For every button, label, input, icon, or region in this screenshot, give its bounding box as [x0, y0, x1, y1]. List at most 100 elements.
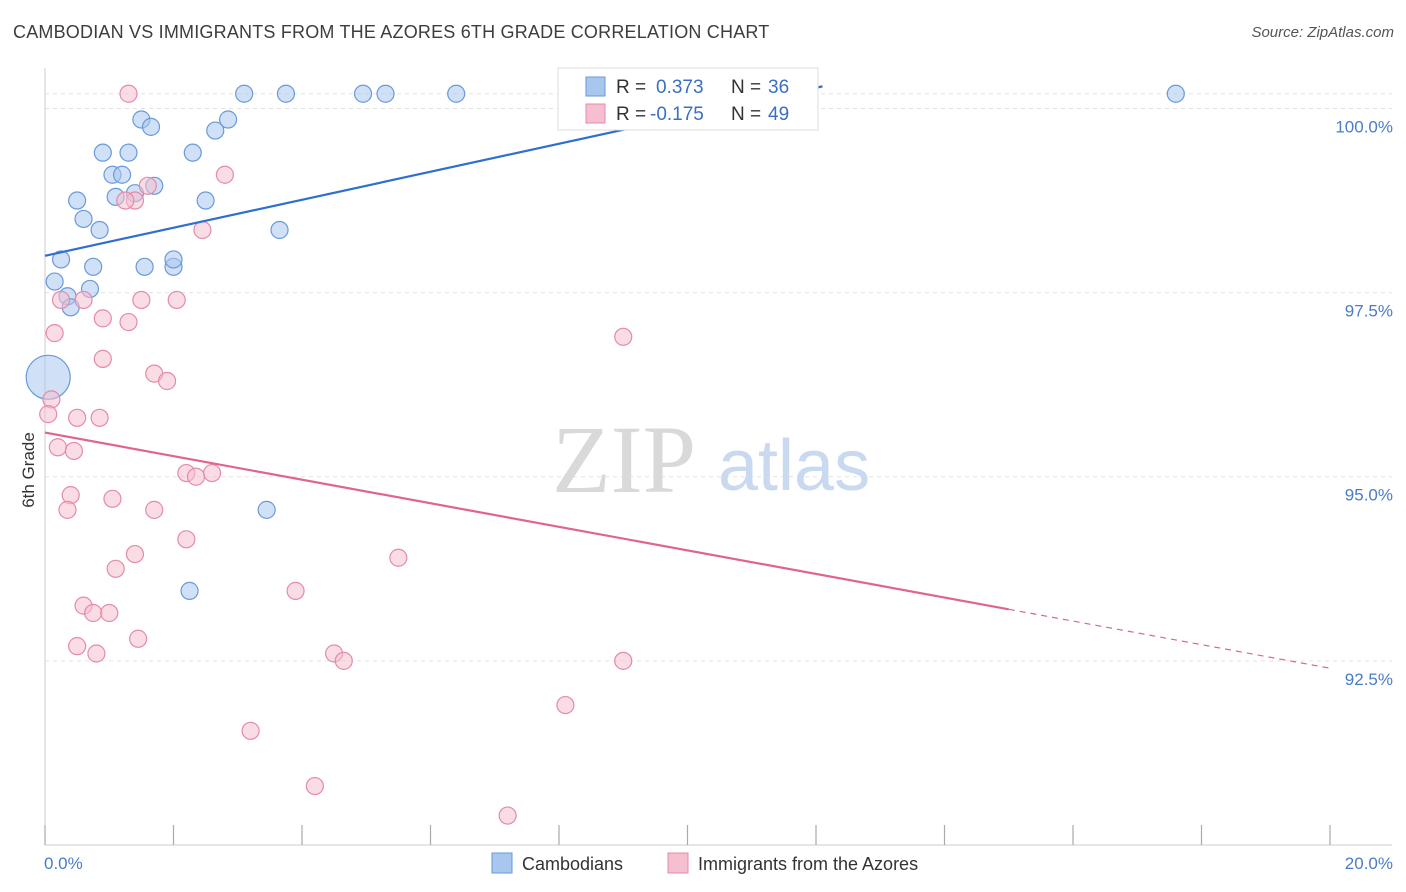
azores-point-13: [45, 324, 64, 343]
cambodians-point-2: [353, 84, 373, 103]
legend-r-label-1: R =: [616, 77, 646, 98]
cambodians-point-19: [196, 191, 215, 210]
cambodians-point-17: [68, 191, 87, 210]
azores-point-28: [103, 489, 122, 508]
azores-point-7: [51, 290, 71, 310]
azores-point-44: [614, 651, 633, 670]
azores-point-6: [193, 220, 212, 240]
cambodians-point-6: [1166, 84, 1185, 103]
y-tick-label-0: 100.0%: [1335, 117, 1393, 136]
cambodians-point-8: [141, 117, 161, 136]
cambodians-point-15: [112, 165, 132, 184]
y-axis-label: 6th Grade: [19, 432, 38, 508]
azores-point-5: [116, 191, 135, 210]
cambodians-point-10: [206, 121, 225, 140]
azores-point-32: [125, 544, 145, 564]
azores-point-30: [145, 500, 164, 519]
series-legend: Cambodians Immigrants from the Azores: [491, 852, 918, 874]
legend-swatch-pink: [585, 103, 606, 124]
trend-lines: [44, 85, 1331, 669]
azores-point-8: [74, 290, 93, 310]
azores-point-20: [68, 408, 87, 427]
cambodians-point-12: [119, 143, 138, 162]
cambodians-point-21: [74, 209, 93, 229]
x-tick-max: 20.0%: [1345, 854, 1393, 873]
azores-point-25: [202, 463, 222, 483]
azores-point-38: [100, 603, 119, 623]
cambodians-point-25: [84, 257, 103, 276]
watermark: ZIP atlas: [552, 406, 870, 513]
cambodians-point-34: [257, 500, 276, 519]
cambodians-point-4: [447, 84, 466, 103]
azores-point-18: [42, 390, 61, 409]
gridlines: [45, 93, 1392, 662]
trend-line-azores: [44, 431, 1009, 611]
y-tick-label-2: 95.0%: [1345, 486, 1393, 505]
series-azores: [39, 84, 761, 825]
azores-point-26: [186, 467, 206, 486]
azores-point-35: [286, 581, 305, 600]
cambodians-point-0: [235, 84, 254, 103]
cambodians-point-24: [51, 250, 71, 269]
azores-point-22: [48, 438, 67, 457]
azores-point-17: [157, 371, 177, 391]
cambodians-point-3: [376, 84, 395, 103]
azores-point-29: [58, 500, 77, 519]
azores-point-2: [215, 165, 234, 184]
azores-point-12: [119, 312, 138, 332]
x-tick-min: 0.0%: [44, 854, 83, 873]
azores-point-11: [93, 309, 112, 328]
azores-point-21: [90, 408, 109, 427]
bottom-legend-label-cambodians: Cambodians: [522, 854, 623, 874]
legend-r-value-2: -0.175: [650, 104, 704, 125]
azores-point-39: [129, 629, 148, 648]
legend-n-value-1: 36: [768, 77, 789, 98]
cambodians-point-26: [135, 257, 154, 276]
azores-point-47: [305, 776, 324, 796]
azores-point-23: [64, 441, 84, 461]
azores-point-14: [614, 327, 633, 346]
y-tick-label-1: 97.5%: [1345, 302, 1393, 321]
azores-point-0: [119, 84, 138, 103]
y-tick-label-3: 92.5%: [1345, 670, 1393, 689]
series-cambodians: [25, 84, 1185, 600]
watermark-zip: ZIP: [552, 406, 696, 513]
source-label: Source: ZipAtlas.com: [1251, 24, 1394, 41]
azores-point-43: [334, 651, 353, 670]
azores-point-3: [138, 176, 157, 195]
legend-swatch-blue: [585, 76, 606, 97]
azores-point-46: [241, 721, 260, 740]
azores-point-40: [68, 637, 87, 656]
bottom-legend-swatch-blue: [491, 852, 513, 874]
azores-point-37: [84, 603, 103, 623]
legend-r-label-2: R =: [616, 104, 646, 125]
azores-point-19: [39, 405, 58, 424]
cambodians-point-9: [219, 110, 238, 129]
azores-point-9: [132, 290, 151, 310]
azores-point-41: [87, 644, 106, 663]
legend-n-label-2: N =: [731, 104, 761, 125]
azores-point-10: [167, 290, 186, 310]
azores-point-33: [389, 548, 408, 567]
cambodians-point-23: [270, 220, 289, 240]
cambodians-point-29: [45, 272, 64, 291]
legend-n-label-1: N =: [731, 77, 761, 98]
bottom-legend-swatch-pink: [667, 852, 689, 874]
azores-point-45: [556, 695, 575, 715]
legend-r-value-1: 0.373: [656, 77, 704, 98]
azores-point-15: [93, 349, 112, 368]
cambodians-point-35: [180, 581, 199, 600]
azores-point-34: [106, 559, 125, 578]
axes: [44, 68, 1392, 846]
stats-legend: R = 0.373 N = 36 R = -0.175 N = 49: [557, 67, 819, 131]
cambodians-point-22: [90, 220, 109, 240]
bottom-legend-label-azores: Immigrants from the Azores: [698, 854, 918, 874]
azores-point-31: [177, 530, 196, 549]
cambodians-point-1: [276, 84, 296, 103]
cambodians-point-28: [164, 250, 183, 269]
watermark-atlas: atlas: [718, 426, 870, 506]
cambodians-point-13: [183, 143, 202, 162]
legend-n-value-2: 49: [768, 104, 789, 125]
trend-line-azores-extension: [1008, 608, 1331, 669]
